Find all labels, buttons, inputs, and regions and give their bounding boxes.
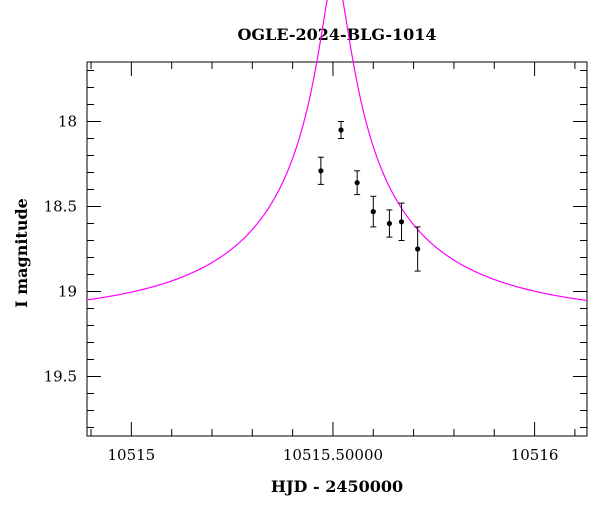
data-point: [370, 195, 377, 228]
x-tick-label: 10515: [107, 446, 155, 464]
data-point: [386, 209, 393, 238]
data-marker: [398, 219, 405, 225]
data-point: [354, 170, 361, 196]
data-point: [398, 202, 405, 241]
y-tick-label: 18.5: [44, 198, 77, 216]
y-tick-label: 18: [58, 113, 77, 131]
data-marker: [354, 180, 360, 186]
minor-ticks: [87, 62, 587, 436]
x-tick-label: 10516: [511, 446, 559, 464]
x-axis-ticks: 10515 10515.50000 10516: [107, 446, 558, 464]
data-marker: [386, 220, 393, 227]
plot-border: [86, 61, 588, 437]
x-tick-label: 10515.50000: [283, 446, 383, 464]
data-marker: [370, 209, 376, 215]
data-marker: [338, 127, 344, 133]
model-curve: [86, 0, 588, 302]
data-marker: [415, 246, 421, 252]
y-axis-ticks: 18 18.5 19 19.5: [44, 113, 77, 386]
data-point: [317, 156, 324, 185]
y-tick-label: 19: [58, 283, 77, 301]
y-tick-label: 19.5: [44, 368, 77, 386]
plot-frame: [86, 61, 588, 437]
y-axis-title: I magnitude: [12, 198, 31, 308]
chart-title: OGLE-2024-BLG-1014: [237, 25, 436, 44]
data-points: [317, 121, 421, 272]
x-axis-title: HJD - 2450000: [271, 477, 403, 496]
data-point: [414, 226, 421, 272]
data-point: [338, 121, 345, 139]
data-marker: [318, 168, 324, 174]
